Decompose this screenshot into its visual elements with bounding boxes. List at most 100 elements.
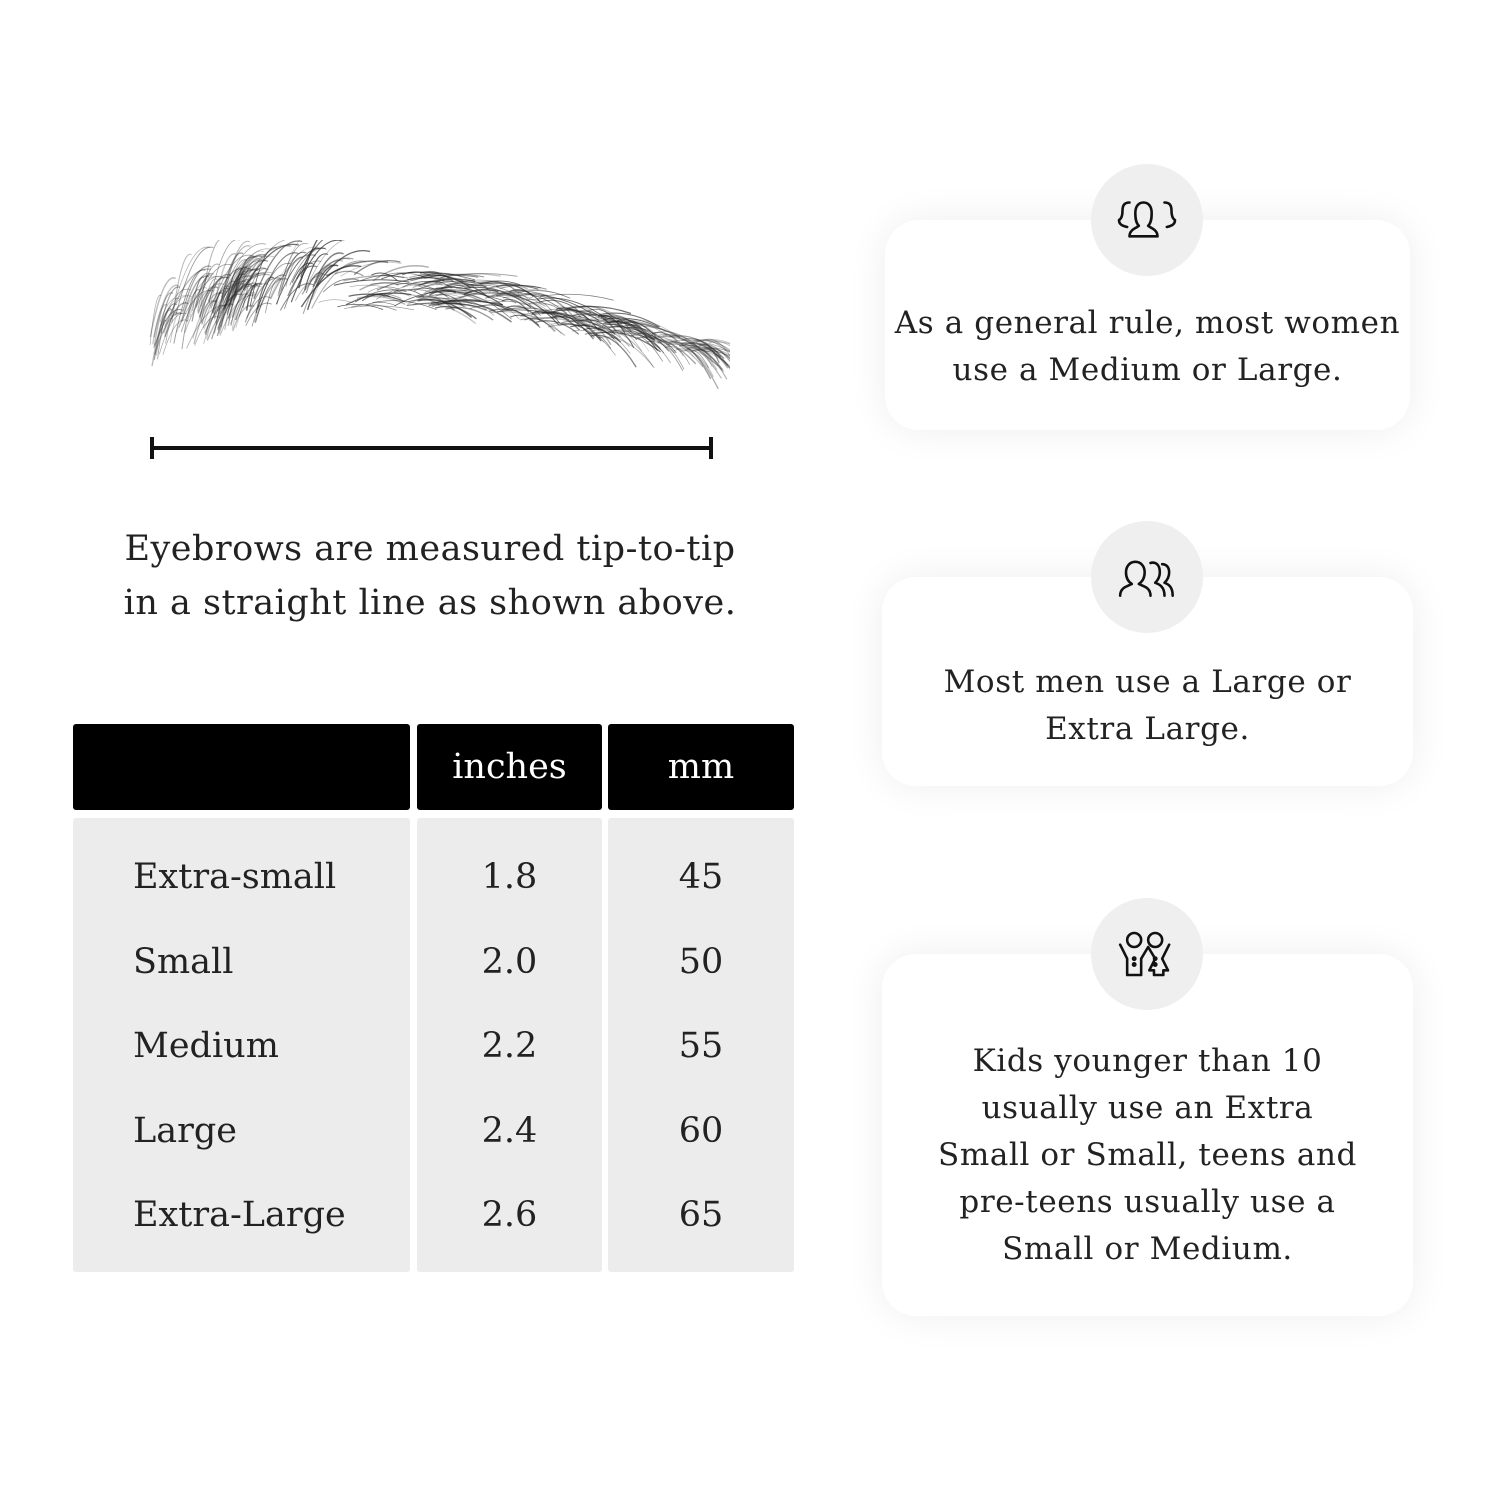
eyebrow-hair: [175, 246, 214, 316]
inches-column: [417, 818, 602, 1272]
card-text-line: pre-teens usually use a: [959, 1184, 1336, 1220]
eyebrow-hair: [269, 254, 316, 300]
eyebrow-hair: [618, 318, 683, 341]
eyebrow-hair: [662, 334, 718, 371]
eyebrow-hair: [439, 291, 512, 320]
eyebrow-hair: [238, 258, 261, 298]
eyebrow-hair: [154, 308, 184, 347]
eyebrow-hair: [510, 314, 540, 327]
eyebrow-hair: [675, 347, 730, 367]
eyebrow-hair: [195, 274, 213, 309]
eyebrow-hair: [298, 240, 318, 289]
eyebrow-hair: [664, 346, 691, 365]
eyebrow-hair: [197, 263, 220, 312]
cell-mm: 50: [678, 941, 724, 982]
eyebrow-hair: [153, 286, 181, 360]
eyebrow-hair: [539, 316, 613, 332]
eyebrow-hair: [535, 320, 580, 335]
icon-badge: [1091, 164, 1203, 276]
eyebrow-hair: [171, 253, 192, 323]
eyebrow-hair: [176, 276, 220, 333]
eyebrow-hair: [216, 275, 252, 312]
eyebrow-hair: [217, 245, 251, 317]
eyebrow-hair: [173, 269, 206, 344]
eyebrow-hair: [531, 311, 581, 331]
card-text-line: Kids younger than 10: [972, 1043, 1323, 1079]
eyebrow-hair: [223, 255, 274, 304]
eyebrow-hair: [226, 271, 273, 314]
eyebrow-hair: [189, 287, 208, 318]
eyebrow-hair: [474, 289, 546, 307]
eyebrow-hair: [584, 332, 612, 349]
eyebrow-hair: [413, 280, 490, 299]
kids-icon: [1118, 931, 1171, 977]
cell-inches: 1.8: [481, 857, 538, 897]
eyebrow-hair: [684, 349, 710, 369]
eyebrow-hair: [204, 303, 234, 334]
eyebrow-hair: [266, 246, 320, 305]
eyebrow-hair: [152, 304, 168, 345]
eyebrow-hair: [692, 349, 728, 366]
eyebrow-hair: [227, 260, 269, 308]
eyebrow-hair: [224, 270, 247, 330]
eyebrow-hair: [265, 278, 282, 314]
eyebrow-hair: [318, 299, 355, 304]
eyebrow-hair: [690, 349, 730, 357]
eyebrow-hair: [232, 267, 252, 301]
eyebrow-hair: [495, 294, 560, 326]
eyebrow-hair: [311, 260, 366, 309]
eyebrow-hair: [281, 251, 307, 291]
eyebrow-hair: [687, 344, 712, 359]
eyebrow-hair: [703, 347, 730, 353]
eyebrow-hair: [611, 330, 635, 349]
eyebrow-hair: [351, 304, 397, 311]
eyebrow-hair: [550, 315, 602, 342]
eyebrow-hair: [202, 290, 227, 329]
eyebrow-hair: [593, 327, 654, 367]
eyebrow-hair: [203, 274, 261, 330]
icon-badge: [1091, 521, 1203, 633]
eyebrow-hair: [312, 252, 344, 288]
eyebrow-hair: [214, 267, 249, 320]
eyebrow-hair: [686, 347, 728, 380]
eyebrow-hair: [440, 273, 518, 279]
eyebrow-hair: [684, 342, 729, 369]
card-text-line: Extra Large.: [1045, 711, 1250, 747]
eyebrow-hair: [606, 324, 650, 352]
eyebrow-hair: [668, 341, 712, 380]
eyebrow-hair: [228, 292, 257, 321]
eyebrow-hair: [681, 338, 722, 358]
eyebrow-hair: [178, 290, 215, 328]
eyebrow-hair: [211, 293, 243, 340]
eyebrow-hair: [200, 240, 221, 307]
icon-badge: [1091, 898, 1203, 1010]
eyebrow-hair: [218, 269, 254, 335]
eyebrow-hair: [227, 268, 260, 319]
eyebrow-hair: [218, 259, 266, 314]
eyebrow-hair: [276, 252, 306, 305]
eyebrow-hair: [688, 346, 729, 367]
eyebrow-hair: [229, 283, 269, 325]
eyebrow-hair: [155, 319, 167, 356]
eyebrow-hair: [566, 305, 632, 315]
eyebrow-hair: [215, 256, 258, 324]
eyebrow-hair: [230, 293, 249, 326]
eyebrow-hair: [619, 321, 658, 336]
eyebrow-hair: [220, 259, 247, 328]
eyebrow-hair: [692, 339, 730, 353]
eyebrow-hair: [169, 312, 182, 344]
eyebrow-hair: [695, 340, 727, 352]
cell-size: Extra-Large: [133, 1195, 346, 1235]
eyebrow-hair: [326, 260, 389, 277]
women-group-icon: [1117, 201, 1177, 238]
eyebrow-hair: [278, 240, 301, 294]
eyebrow-hair: [647, 331, 685, 347]
eyebrow-hair: [513, 294, 592, 314]
eyebrow-hair: [334, 270, 364, 277]
eyebrow-hair: [539, 299, 578, 311]
eyebrow-hair: [213, 280, 236, 334]
eyebrow-hair: [235, 254, 255, 299]
table-header-size: [73, 724, 410, 810]
eyebrow-hair: [181, 289, 201, 350]
eyebrow-hair: [153, 292, 174, 349]
